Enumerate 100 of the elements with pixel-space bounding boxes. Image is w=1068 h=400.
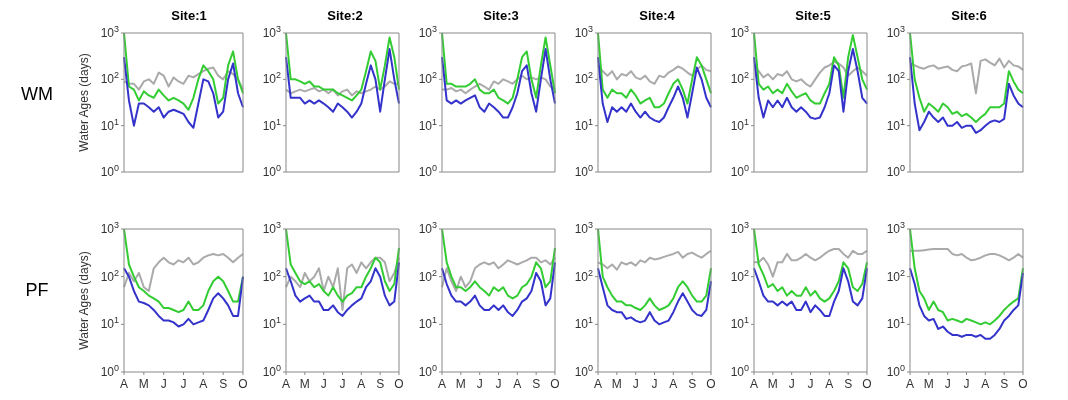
x-tick-label: O — [862, 377, 872, 391]
y-tick-label: 10$^{1}$ — [574, 116, 593, 133]
y-tick-label: 10$^{0}$ — [262, 363, 281, 379]
line-series — [285, 80, 400, 97]
chart-title: Site:6 — [950, 8, 988, 25]
y-tick-label: 10$^{0}$ — [730, 363, 749, 379]
x-tick-label: M — [299, 377, 310, 391]
y-tick-label: 10$^{3}$ — [100, 24, 119, 40]
y-tick-label: 10$^{0}$ — [418, 163, 437, 179]
x-tick-label: A — [825, 377, 834, 391]
y-tick-label: 10$^{3}$ — [886, 220, 905, 236]
y-tick-label: 10$^{2}$ — [574, 267, 593, 284]
y-tick-label: 10$^{3}$ — [730, 220, 749, 236]
x-tick-label: S — [219, 377, 228, 391]
x-tick-label: S — [688, 377, 697, 391]
y-tick-label: 10$^{2}$ — [100, 267, 119, 284]
y-tick-label: 10$^{0}$ — [100, 363, 119, 379]
y-tick-label: 10$^{2}$ — [886, 267, 905, 284]
y-tick-label: 10$^{0}$ — [100, 163, 119, 179]
x-tick-label: M — [138, 377, 149, 391]
x-tick-label: J — [320, 377, 327, 391]
x-tick-label: A — [357, 377, 366, 391]
y-tick-label: 10$^{1}$ — [262, 315, 281, 332]
y-tick-label: 10$^{2}$ — [262, 70, 281, 87]
y-tick-label: 10$^{3}$ — [574, 24, 593, 40]
y-tick-label: 10$^{1}$ — [100, 315, 119, 332]
x-tick-label: J — [339, 377, 346, 391]
x-tick-label: J — [495, 377, 502, 391]
x-tick-label: A — [981, 377, 990, 391]
chart-title: Site:5 — [794, 8, 832, 25]
y-tick-label: 10$^{3}$ — [730, 24, 749, 40]
y-tick-label: 10$^{0}$ — [574, 363, 593, 379]
y-tick-label: 10$^{1}$ — [418, 116, 437, 133]
x-tick-label: J — [788, 377, 795, 391]
x-tick-label: A — [119, 377, 129, 391]
x-tick-label: S — [532, 377, 541, 391]
line-series — [441, 48, 556, 119]
line-series — [123, 267, 244, 328]
x-tick-label: M — [923, 377, 934, 391]
chart-title: Site:2 — [326, 8, 364, 25]
y-tick-label: 10$^{2}$ — [574, 70, 593, 87]
x-tick-label: J — [632, 377, 639, 391]
text: PF — [24, 280, 50, 301]
line-series — [123, 66, 244, 91]
line-series — [753, 248, 868, 278]
line-series — [909, 267, 1024, 340]
y-tick-label: 10$^{2}$ — [262, 267, 281, 284]
x-tick-label: M — [611, 377, 622, 391]
y-tick-label: 10$^{3}$ — [886, 24, 905, 40]
y-tick-label: 10$^{2}$ — [730, 70, 749, 87]
x-tick-label: S — [376, 377, 385, 391]
y-tick-label: 10$^{2}$ — [730, 267, 749, 284]
y-tick-label: 10$^{2}$ — [418, 70, 437, 87]
x-tick-label: A — [437, 377, 447, 391]
y-axis-title: Water Ages (days) — [77, 251, 92, 350]
y-tick-label: 10$^{0}$ — [886, 363, 905, 379]
line-series — [123, 252, 244, 293]
y-tick-label: 10$^{1}$ — [574, 315, 593, 332]
x-tick-label: M — [455, 377, 466, 391]
x-tick-label: J — [180, 377, 187, 391]
x-tick-label: O — [238, 377, 248, 391]
x-tick-label: J — [944, 377, 951, 391]
y-tick-label: 10$^{3}$ — [100, 220, 119, 236]
x-tick-label: A — [749, 377, 759, 391]
y-tick-label: 10$^{2}$ — [886, 70, 905, 87]
x-tick-label: A — [905, 377, 915, 391]
x-tick-label: A — [669, 377, 678, 391]
y-tick-label: 10$^{1}$ — [418, 315, 437, 332]
x-tick-label: J — [651, 377, 658, 391]
x-tick-label: A — [513, 377, 522, 391]
x-tick-label: A — [593, 377, 603, 391]
y-tick-label: 10$^{3}$ — [574, 220, 593, 236]
text: WM — [20, 84, 54, 105]
line-series — [597, 267, 712, 326]
chart-title: Site:1 — [170, 8, 208, 25]
y-tick-label: 10$^{1}$ — [730, 315, 749, 332]
y-tick-label: 10$^{1}$ — [730, 116, 749, 133]
x-tick-label: J — [160, 377, 167, 391]
x-tick-label: O — [394, 377, 404, 391]
x-tick-label: S — [1000, 377, 1009, 391]
line-series — [597, 249, 712, 271]
x-tick-label: A — [199, 377, 208, 391]
x-tick-label: J — [807, 377, 814, 391]
x-tick-label: S — [844, 377, 853, 391]
x-tick-label: O — [550, 377, 560, 391]
y-axis-title: Water Ages (days) — [77, 53, 92, 152]
x-tick-label: O — [706, 377, 716, 391]
x-tick-label: A — [281, 377, 291, 391]
line-series — [753, 267, 868, 317]
y-tick-label: 10$^{0}$ — [886, 163, 905, 179]
y-tick-label: 10$^{3}$ — [418, 220, 437, 236]
y-tick-label: 10$^{2}$ — [100, 70, 119, 87]
line-series — [909, 248, 1024, 262]
x-tick-label: O — [1018, 377, 1028, 391]
x-tick-label: J — [963, 377, 970, 391]
y-tick-label: 10$^{3}$ — [262, 24, 281, 40]
y-tick-label: 10$^{0}$ — [730, 163, 749, 179]
y-tick-label: 10$^{0}$ — [418, 363, 437, 379]
y-tick-label: 10$^{1}$ — [100, 116, 119, 133]
x-tick-label: J — [476, 377, 483, 391]
